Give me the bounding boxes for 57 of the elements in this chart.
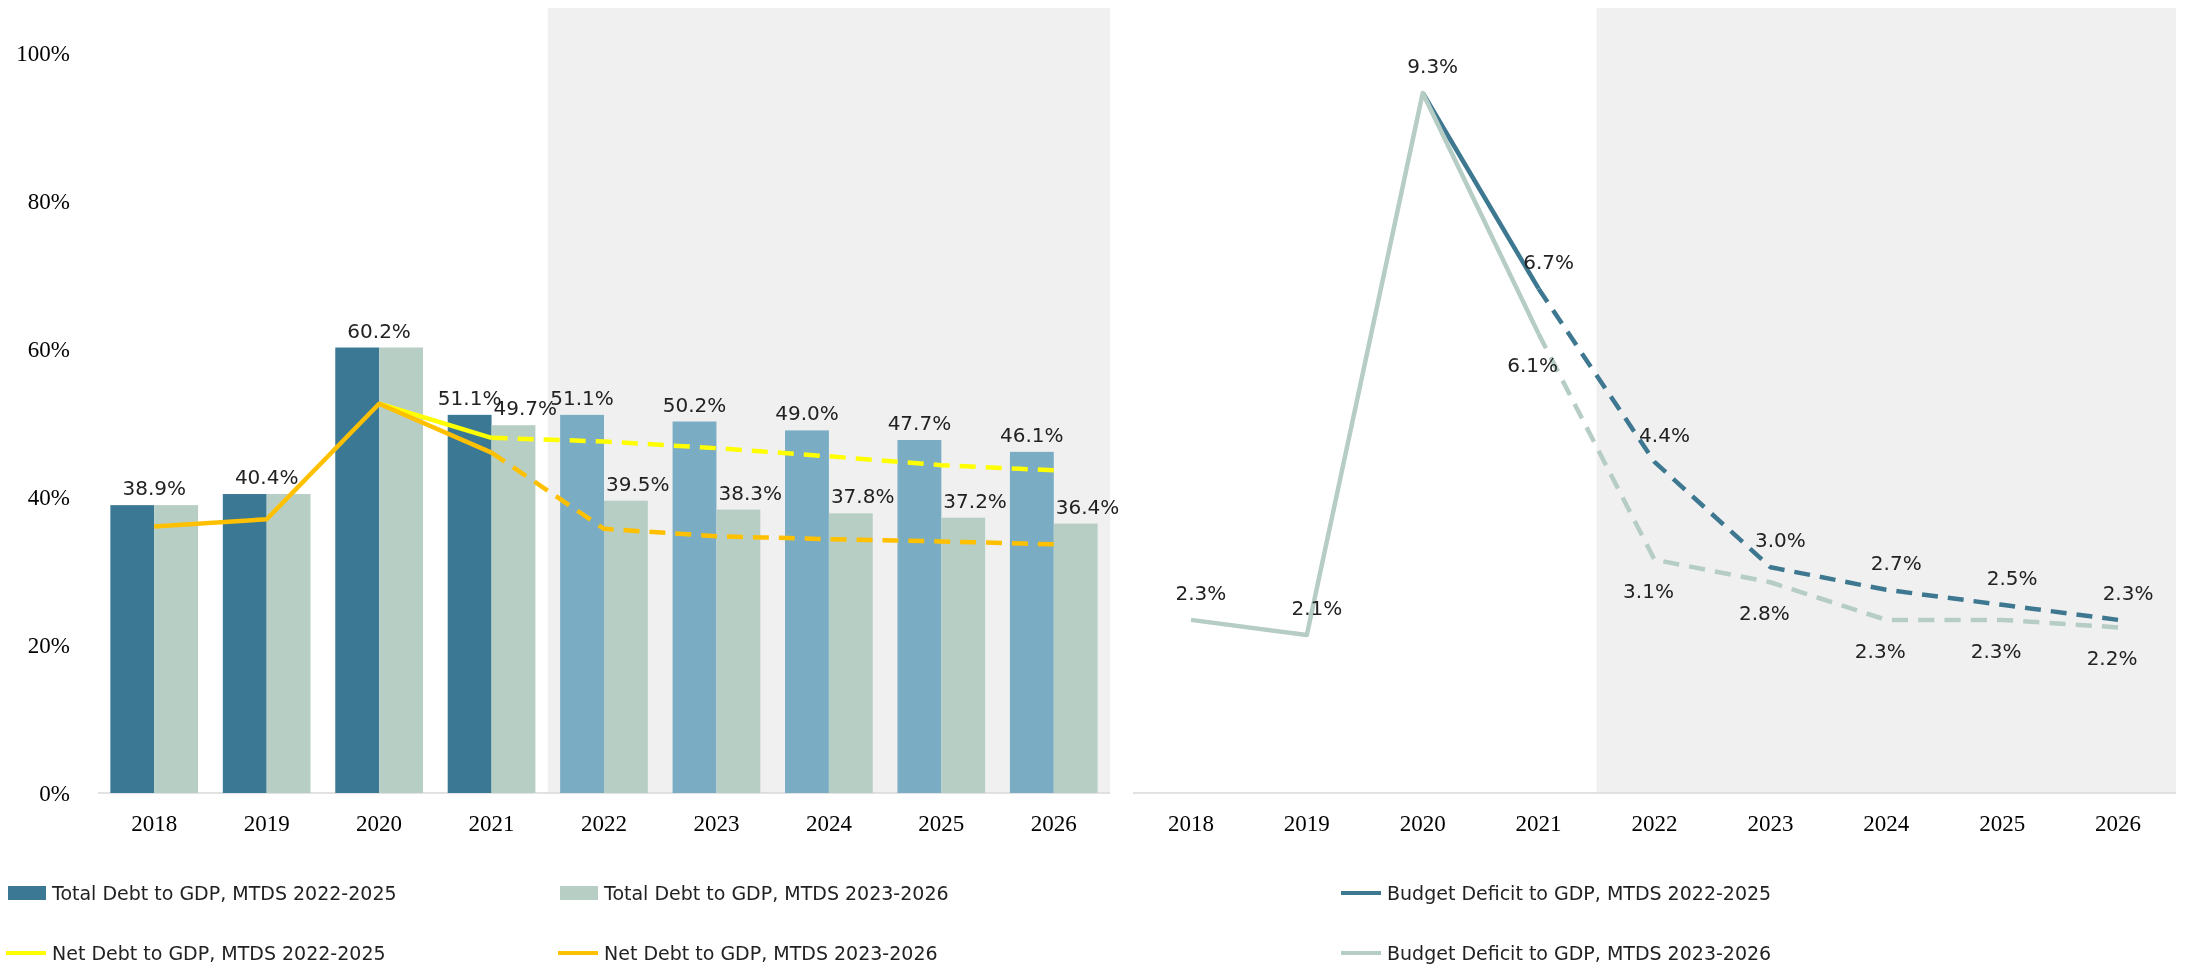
data-label: 60.2%	[347, 318, 411, 343]
y-tick-label: 80%	[27, 188, 70, 214]
x-tick-label: 2024	[805, 811, 853, 837]
data-label: 6.1%	[1507, 352, 1559, 377]
x-tick-label: 2025	[918, 811, 965, 837]
legend-label: Net Debt to GDP, MTDS 2023-2026	[604, 942, 938, 964]
data-label: 2.2%	[2086, 646, 2138, 671]
x-tick-label: 2023	[1747, 811, 1794, 837]
data-label: 36.4%	[1055, 494, 1120, 519]
data-label: 4.4%	[1639, 422, 1690, 447]
x-tick-label: 2025	[1979, 811, 2026, 837]
y-tick-label: 40%	[27, 484, 70, 510]
data-label: 38.9%	[122, 476, 186, 501]
data-label: 38.3%	[718, 480, 782, 505]
data-label: 6.7%	[1523, 249, 1575, 274]
data-label: 9.3%	[1407, 54, 1459, 78]
data-label: 3.1%	[1623, 578, 1674, 603]
x-tick-label: 2019	[243, 811, 290, 837]
data-label: 40.4%	[234, 465, 299, 490]
data-label: 47.7%	[887, 411, 952, 436]
x-tick-label: 2021	[1515, 811, 1562, 837]
y-tick-label: 20%	[27, 632, 70, 658]
data-label: 2.3%	[1175, 580, 1227, 605]
x-tick-label: 2024	[1863, 811, 1910, 837]
x-tick-label: 2020	[356, 811, 403, 837]
legend-label: Total Debt to GDP, MTDS 2023-2026	[603, 882, 949, 904]
y-tick-label: 100%	[16, 40, 70, 66]
y-tick-label: 60%	[27, 336, 70, 362]
legend-label: Total Debt to GDP, MTDS 2022-2025	[51, 882, 397, 904]
legend-label: Budget Deficit to GDP, MTDS 2022-2025	[1387, 882, 1772, 904]
x-tick-label: 2021	[468, 811, 515, 837]
data-label: 2.1%	[1291, 595, 1343, 620]
data-label: 37.8%	[830, 484, 895, 509]
x-tick-label: 2018	[131, 811, 178, 837]
data-label: 46.1%	[1000, 422, 1064, 447]
data-label: 2.3%	[1970, 638, 2022, 663]
data-label: 50.2%	[662, 392, 727, 417]
y-tick-label: 0%	[39, 780, 70, 806]
data-label: 37.2%	[943, 488, 1007, 513]
x-tick-label: 2020	[1399, 811, 1446, 837]
data-label: 49.0%	[775, 401, 839, 426]
x-tick-label: 2019	[1283, 811, 1330, 837]
data-label: 2.3%	[1854, 638, 1906, 663]
x-tick-label: 2026	[2095, 811, 2142, 837]
data-label: 2.5%	[1986, 565, 2038, 590]
legend-label: Budget Deficit to GDP, MTDS 2023-2026	[1387, 942, 1772, 964]
data-label: 2.7%	[1870, 550, 1922, 575]
x-tick-label: 2018	[1167, 811, 1214, 837]
data-label: 2.8%	[1738, 601, 1790, 626]
data-label: 39.5%	[606, 471, 670, 496]
data-label: 3.0%	[1754, 528, 1806, 553]
x-tick-label: 2022	[1631, 811, 1678, 837]
x-tick-label: 2022	[581, 811, 627, 837]
legend-label: Net Debt to GDP, MTDS 2022-2025	[52, 942, 386, 964]
x-tick-label: 2026	[1030, 811, 1077, 837]
data-label: 2.3%	[2102, 580, 2154, 605]
x-tick-label: 2023	[693, 811, 740, 837]
